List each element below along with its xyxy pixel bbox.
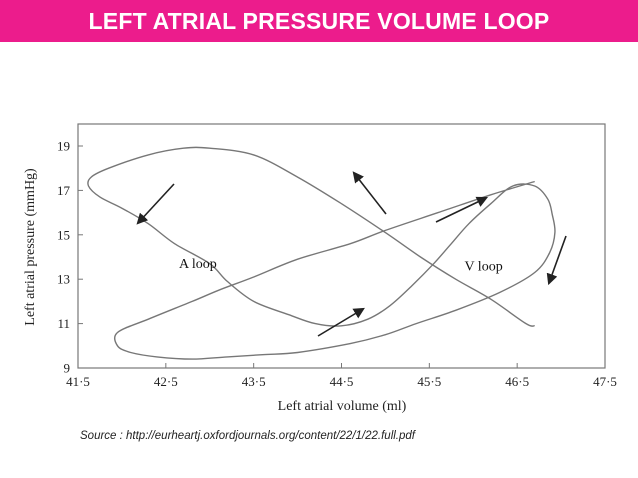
pressure-volume-loop bbox=[87, 146, 556, 360]
x-tick-label: 41·5 bbox=[66, 374, 90, 389]
x-tick-label: 43·5 bbox=[242, 374, 266, 389]
flow-arrows bbox=[136, 171, 567, 337]
y-tick-label: 15 bbox=[57, 227, 70, 242]
direction-arrow bbox=[136, 183, 175, 225]
x-tick-label: 42·5 bbox=[154, 374, 178, 389]
v-loop-label: V loop bbox=[464, 259, 502, 274]
a-loop-label: A loop bbox=[179, 257, 217, 272]
y-axis-title: Left atrial pressure (mmHg) bbox=[23, 168, 38, 326]
x-axis: 41·5 42·5 43·5 44·5 45·5 46·5 47·5 bbox=[66, 363, 617, 389]
y-tick-label: 13 bbox=[57, 272, 70, 287]
x-tick-label: 45·5 bbox=[417, 374, 441, 389]
y-tick-label: 11 bbox=[57, 316, 70, 331]
y-axis: 9 11 13 15 17 19 bbox=[57, 139, 83, 376]
y-tick-label: 17 bbox=[57, 183, 71, 198]
direction-arrow bbox=[352, 171, 387, 215]
x-tick-label: 46·5 bbox=[505, 374, 529, 389]
direction-arrow bbox=[546, 235, 567, 286]
x-tick-label: 47·5 bbox=[593, 374, 617, 389]
title-banner: LEFT ATRIAL PRESSURE VOLUME LOOP bbox=[0, 0, 638, 42]
x-tick-label: 44·5 bbox=[330, 374, 354, 389]
y-tick-label: 9 bbox=[64, 361, 71, 376]
source-citation: Source : http://eurheartj.oxfordjournals… bbox=[80, 430, 415, 442]
page-title: LEFT ATRIAL PRESSURE VOLUME LOOP bbox=[88, 7, 550, 34]
x-axis-title: Left atrial volume (ml) bbox=[278, 399, 407, 414]
y-tick-label: 19 bbox=[57, 139, 70, 154]
direction-arrow bbox=[317, 307, 365, 337]
direction-arrow bbox=[435, 196, 489, 223]
